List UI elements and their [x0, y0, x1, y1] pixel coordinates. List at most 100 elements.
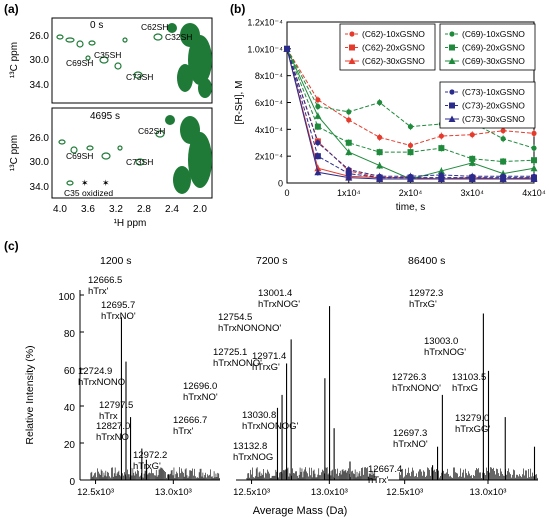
ms-peak-mass: 13030.8	[242, 410, 276, 421]
ms-peak-species: hTrxNONONO'	[218, 323, 281, 334]
data-point	[315, 140, 321, 146]
ms-peak-mass: 12724.9	[78, 366, 112, 377]
kinetics-xtick-label: 0	[284, 188, 289, 198]
data-point	[407, 142, 414, 149]
ms-peak-mass: 13279.0	[455, 413, 489, 424]
series-line	[286, 48, 534, 179]
legend-label: (C69)-10xGSNO	[462, 29, 525, 39]
ms-peak-species: hTrxGG'	[455, 424, 490, 435]
nmr-top-ytick-2: 30.0	[30, 55, 50, 66]
data-point	[531, 145, 537, 151]
ms-peak-species: hTrx	[99, 411, 118, 422]
ms-peak-mass: 12754.5	[218, 312, 252, 323]
kinetics-xtick-label: 2x10⁴	[399, 188, 423, 198]
data-point	[438, 145, 445, 152]
panel-a: (a)	[4, 2, 213, 229]
data-point	[531, 157, 537, 164]
ms-peak-mass: 12726.3	[392, 372, 426, 383]
data-point	[407, 175, 414, 182]
ms-peak-species: hTrx'	[173, 426, 194, 437]
data-point	[346, 109, 352, 115]
data-point	[437, 175, 445, 182]
label-c69sh-bottom: C69SH	[66, 151, 93, 161]
oxidized-marker-1: ✶	[81, 178, 89, 188]
data-point	[438, 133, 444, 139]
kinetics-xtick-label: 1x10⁴	[337, 188, 361, 198]
data-point	[376, 149, 383, 156]
ms-peak-mass: 13001.4	[258, 288, 292, 299]
kinetics-xtick-label: 3x10⁴	[461, 188, 485, 198]
ms-ytick-0: 0	[69, 477, 75, 488]
data-point	[283, 45, 291, 52]
ms-ytick-100: 100	[58, 292, 75, 303]
data-point	[407, 124, 414, 130]
data-point	[469, 132, 475, 138]
ms-xlabel: Average Mass (Da)	[253, 505, 348, 517]
ms-xtick-label: 13.0x10³	[155, 487, 192, 498]
data-point	[315, 97, 321, 103]
legend-box-3: (C73)-10xGSNO (C73)-20xGSNO (C73)-30xGSNO	[439, 81, 536, 129]
data-point	[449, 102, 455, 109]
data-point	[345, 174, 353, 181]
ms-peak-species: hTrxNOG'	[424, 347, 466, 358]
ms-ytick-80: 80	[64, 329, 76, 340]
ms-peak-mass: 12666.5	[88, 275, 122, 286]
data-point	[377, 134, 383, 140]
ms-peak-mass: 12797.5	[99, 400, 133, 411]
nmr-top-dense-region	[167, 23, 212, 98]
data-point	[349, 44, 355, 51]
ms-peak-mass: 12696.0	[183, 381, 217, 392]
data-point	[376, 175, 384, 182]
kinetics-ytick-label: 6x10⁻⁴	[255, 98, 283, 108]
data-point	[448, 115, 456, 122]
nmr-top-peaks	[56, 33, 163, 79]
ms-time-label: 86400 s	[408, 255, 445, 267]
nmr-xtick-1: 4.0	[53, 204, 67, 215]
ms-peak-mass: 12971.4	[252, 351, 286, 362]
ms-peak-mass: 12695.7	[101, 300, 135, 311]
kinetics-ytick-label: 8x10⁻⁴	[255, 71, 283, 81]
nmr-top-time: 0 s	[90, 20, 103, 31]
data-point	[407, 149, 414, 156]
data-point	[314, 112, 322, 119]
nmr-bottom-ytick-3: 34.0	[30, 182, 50, 193]
ms-peak-species: hTrxNOG'	[258, 299, 300, 310]
mass-spectra: 12.5x10³ 13.0x10³ 1200 s 12666.5 hTrx' 12695.…	[77, 255, 538, 498]
ms-peak-mass: 13132.8	[233, 441, 267, 452]
data-point	[314, 153, 321, 160]
ms-peak-mass: 13103.5	[452, 372, 486, 383]
nmr-xtick-5: 2.4	[165, 204, 179, 215]
legend-label: (C73)-20xGSNO	[462, 101, 525, 111]
ms-xtick-label: 12.5x10³	[233, 487, 270, 498]
ms-ytick-60: 60	[64, 366, 76, 377]
data-point	[499, 175, 507, 182]
kinetics-chart: 0 2x10⁻⁴ 4x10⁻⁴ 6x10⁻⁴ 8x10⁻⁴ 1.0x10⁻⁴ 1.2x10⁻…	[234, 18, 546, 214]
panel-b: (b) 0 2x10⁻⁴ 4x10⁻⁴ 6x10⁻⁴ 8x10⁻⁴ 1.0x10⁻⁴ 1.2…	[230, 2, 546, 213]
series-(C73)-30xGSNO	[283, 45, 538, 183]
data-point	[348, 57, 356, 64]
nmr-xtick-6: 2.0	[193, 204, 207, 215]
ms-time-label: 1200 s	[100, 255, 132, 267]
kinetics-ylabel: [R-SH], M	[234, 81, 245, 125]
data-point	[345, 148, 353, 156]
legend-label: (C69)-20xGSNO	[462, 43, 525, 53]
data-point	[377, 99, 383, 106]
nmr-bottom-ylabel: ¹³C ppm	[9, 135, 20, 171]
kinetics-ytick-label: 2x10⁻⁴	[255, 152, 283, 162]
ms-peak-mass: 12972.3	[409, 288, 443, 299]
ms-peak-species: hTrxG'	[133, 461, 161, 472]
data-point	[449, 89, 455, 95]
ms-time-label: 7200 s	[256, 255, 288, 267]
ms-ylabel: Relative Intensity (%)	[24, 345, 36, 444]
ms-peak-species: hTrxG	[452, 383, 478, 394]
label-c73sh-top: C73SH	[126, 72, 153, 82]
ms-xtick-label: 12.5x10³	[386, 487, 423, 498]
ms-peak-mass: 12666.7	[173, 415, 207, 426]
ms-xtick-label: 13.0x10³	[470, 487, 507, 498]
data-point	[531, 130, 537, 136]
label-c35-oxidized: C35 oxidized	[64, 188, 113, 198]
data-point	[315, 103, 321, 110]
series-(C62)-10xGSNO	[284, 46, 537, 149]
nmr-top-ytick-1: 26.0	[30, 31, 50, 42]
